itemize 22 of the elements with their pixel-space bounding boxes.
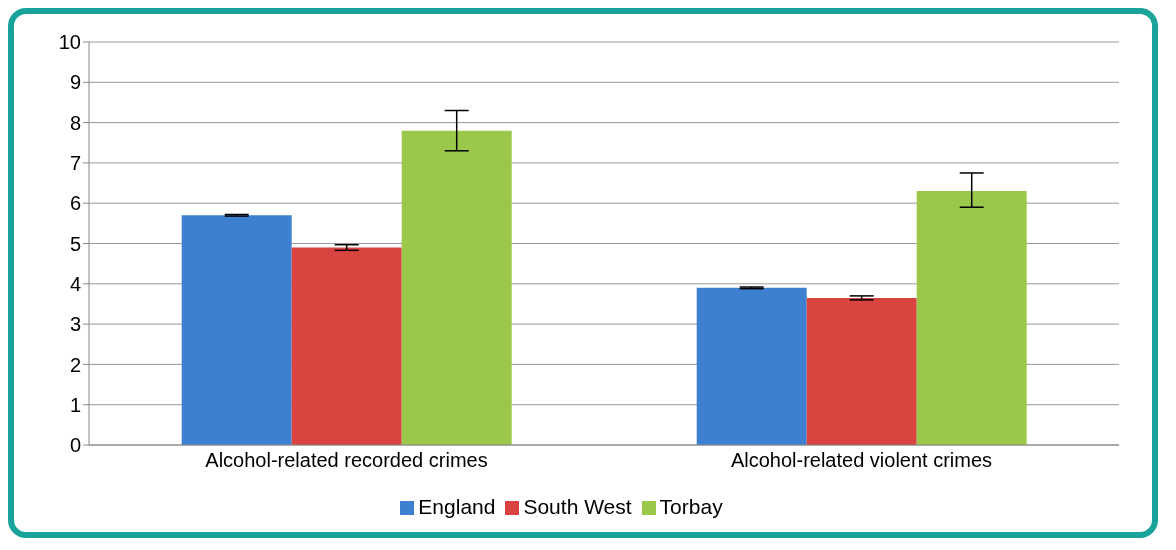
y-tick-label: 7 bbox=[69, 152, 81, 174]
y-tick-label: 10 bbox=[58, 31, 81, 54]
bar bbox=[916, 191, 1027, 445]
y-tick-label: 4 bbox=[69, 272, 81, 295]
y-tick-label: 1 bbox=[69, 393, 81, 416]
y-tick-label: 5 bbox=[69, 232, 81, 255]
y-tick-label: 2 bbox=[69, 353, 81, 376]
bar bbox=[291, 247, 402, 445]
bar bbox=[401, 130, 512, 445]
legend-label: Torbay bbox=[659, 495, 723, 518]
y-tick-label: 0 bbox=[69, 434, 81, 457]
bar bbox=[696, 287, 807, 445]
y-tick-label: 3 bbox=[69, 313, 81, 336]
legend-label: England bbox=[418, 495, 496, 518]
bar bbox=[181, 215, 292, 445]
x-tick-label: Alcohol-related recorded crimes bbox=[205, 449, 488, 472]
y-tick-label: 8 bbox=[69, 111, 81, 134]
x-tick-label: Alcohol-related violent crimes bbox=[730, 449, 993, 472]
y-tick-label: 6 bbox=[69, 192, 81, 215]
legend-label: South West bbox=[523, 495, 632, 518]
y-tick-label: 9 bbox=[69, 71, 81, 94]
bar bbox=[806, 297, 917, 445]
